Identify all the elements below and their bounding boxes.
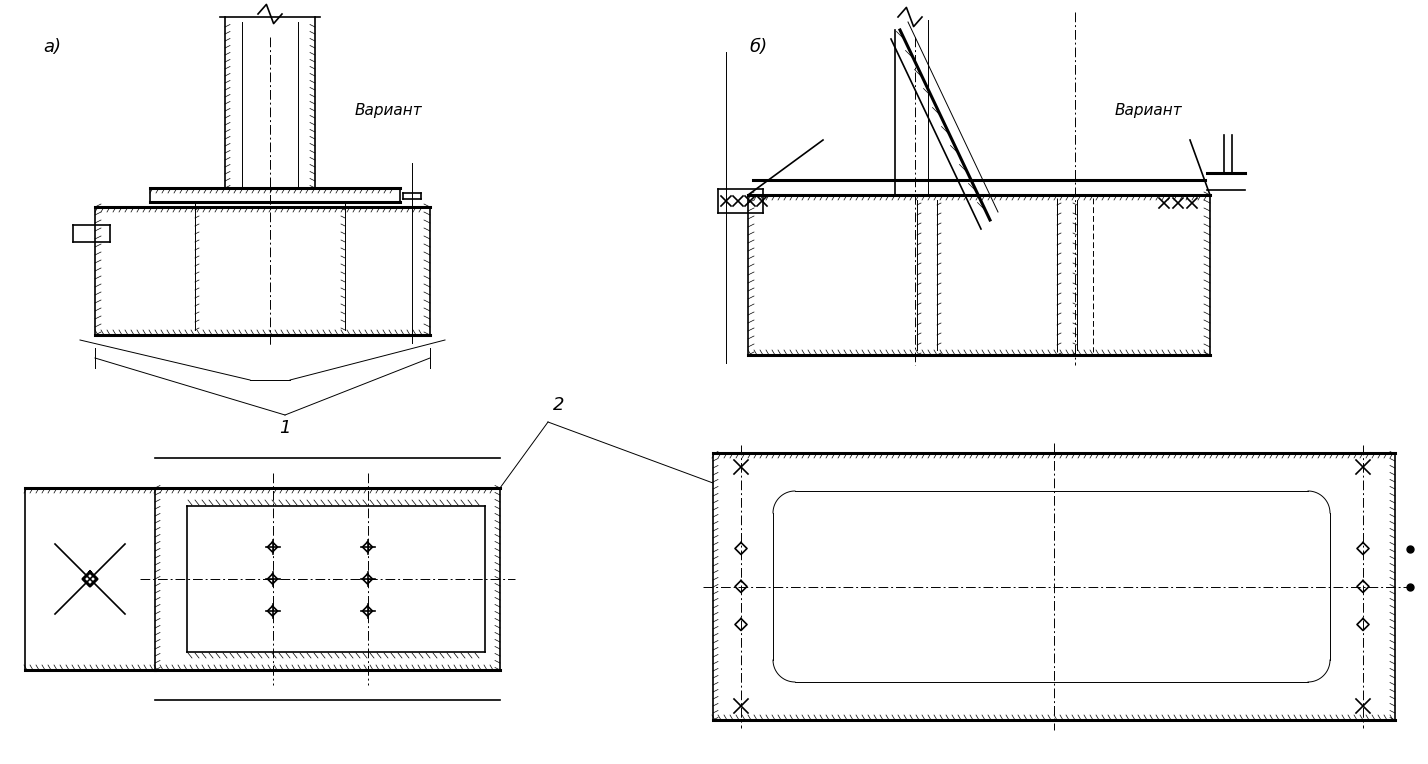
Text: 1: 1 — [280, 419, 291, 437]
Text: Вариант: Вариант — [1115, 103, 1182, 118]
Text: 2: 2 — [553, 396, 564, 414]
Text: Вариант: Вариант — [356, 103, 423, 118]
Text: б): б) — [748, 38, 767, 56]
Text: a): a) — [43, 38, 61, 56]
